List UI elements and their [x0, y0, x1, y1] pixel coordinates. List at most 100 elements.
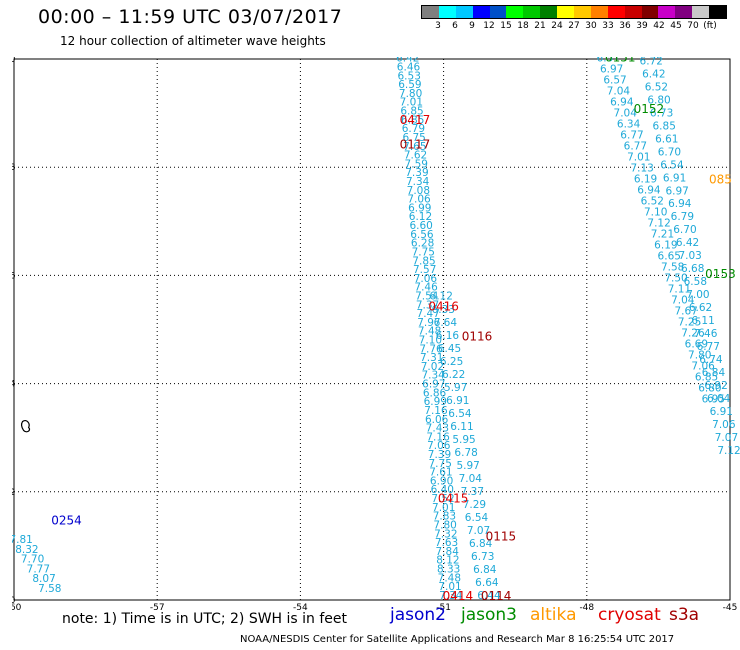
- color-swatch: [489, 6, 507, 18]
- satellite-legend-cryosat: cryosat: [598, 605, 661, 625]
- color-swatch: [590, 6, 608, 18]
- wave-height-value: 7.34: [406, 176, 430, 188]
- pass-id-label: 0116: [462, 329, 493, 343]
- wave-height-value: 7.11: [668, 284, 691, 296]
- color-swatch: [540, 6, 558, 18]
- color-swatch: [607, 6, 625, 18]
- color-swatch: [624, 6, 642, 18]
- wave-height-value: 7.80: [399, 88, 422, 100]
- wave-height-value: 8.12: [436, 555, 459, 567]
- y-tick-label: 14: [12, 380, 16, 390]
- wave-height-value: 6.90: [430, 475, 453, 487]
- wave-height-value: 6.77: [620, 130, 643, 142]
- color-scale-label: 39: [636, 21, 648, 31]
- wave-height-value: 7.37: [461, 486, 484, 498]
- wave-height-value: 7.48: [438, 572, 461, 584]
- wave-height-value: 6.34: [617, 119, 641, 131]
- wave-height-value: 6.64: [434, 317, 458, 329]
- wave-height-value: 7.57: [413, 264, 436, 276]
- wave-height-value: 7.04: [614, 108, 638, 120]
- wave-height-value: 6.12: [430, 291, 453, 303]
- wave-height-value: 6.57: [603, 75, 626, 87]
- wave-height-value: 6.11: [691, 315, 714, 327]
- wave-height-value: 7.16: [424, 405, 448, 417]
- pass-id-label: 0153: [705, 267, 736, 281]
- wave-height-value: 7.02: [421, 361, 444, 373]
- wave-height-value: 6.84: [473, 564, 497, 576]
- wave-height-value: 7.80: [433, 519, 456, 531]
- pass-id-label: 085: [709, 172, 732, 186]
- pass-id-label: 0115: [486, 529, 517, 543]
- x-tick-label: -60: [12, 603, 22, 613]
- footer-note: note: 1) Time is in UTC; 2) SWH is in fe…: [62, 611, 348, 627]
- color-swatch: [438, 6, 456, 18]
- pass-id-label: 0151: [605, 57, 636, 65]
- color-scale-label: 6: [452, 21, 458, 31]
- color-swatch: [506, 6, 524, 18]
- wave-height-value: 7.97: [417, 317, 440, 329]
- wave-height-value: 7.13: [630, 163, 653, 175]
- wave-height-value: 7.54: [415, 290, 439, 302]
- wave-height-value: 6.95: [702, 394, 725, 406]
- wave-height-value: 7.50: [664, 273, 687, 285]
- pass-id-label: 0117: [400, 137, 431, 151]
- wave-height-value: 7.01: [438, 581, 461, 593]
- wave-height-value: 6.54: [448, 408, 472, 420]
- wave-height-value: 6.64: [475, 577, 499, 589]
- wave-height-value: 7.84: [436, 546, 460, 558]
- wave-height-value: 6.70: [658, 146, 681, 158]
- color-swatch: [658, 6, 676, 18]
- wave-height-value: 7.08: [407, 185, 430, 197]
- color-scale-label: 21: [534, 21, 546, 31]
- wave-height-value: 7.81: [12, 534, 33, 546]
- wave-height-value: 6.65: [658, 251, 681, 263]
- wave-height-value: 7.85: [412, 255, 435, 267]
- wave-height-value: 6.85: [400, 106, 423, 118]
- wave-height-value: 7.04: [607, 86, 631, 98]
- wave-height-value: 7.00: [686, 289, 709, 301]
- wave-height-value: 6.77: [624, 141, 647, 153]
- wave-height-value: 6.85: [653, 120, 676, 132]
- wave-height-value: 6.61: [655, 133, 678, 145]
- wave-height-value: 7.12: [717, 445, 740, 457]
- wave-height-value: 6.52: [641, 196, 664, 208]
- wave-height-value: 6.53: [398, 70, 421, 82]
- wave-height-value: 7.32: [434, 528, 457, 540]
- wave-height-value: 7.34: [421, 370, 445, 382]
- wave-height-value: 6.75: [402, 132, 425, 144]
- color-scale-label: 9: [469, 21, 475, 31]
- wave-height-value: 7.39: [405, 167, 428, 179]
- wave-height-value: 7.10: [419, 335, 442, 347]
- wave-height-value: 6.84: [469, 538, 493, 550]
- wave-height-value: 7.59: [405, 158, 428, 170]
- color-scale-label: 70: [687, 21, 699, 31]
- color-scale-label: 30: [585, 21, 597, 31]
- wave-height-value: 7.52: [431, 493, 454, 505]
- wave-height-value: 6.44: [477, 590, 501, 602]
- wave-height-value: 7.39: [428, 449, 451, 461]
- satellite-legend-jason2: jason2: [390, 605, 446, 625]
- wave-height-value: 7.03: [678, 250, 701, 262]
- wave-height-value: 7.75: [412, 246, 435, 258]
- wave-height-value: 6.42: [642, 68, 665, 80]
- wave-height-value: 5.95: [452, 434, 475, 446]
- wave-height-value: 7.06: [427, 440, 451, 452]
- wave-height-value: 6.78: [454, 447, 477, 459]
- wave-height-value: 7.12: [647, 218, 670, 230]
- wave-height-value: 5.97: [456, 460, 479, 472]
- wave-height-value: 6.86: [423, 387, 447, 399]
- wave-height-value: 7.06: [407, 194, 431, 206]
- wave-height-value: 6.97: [422, 379, 445, 391]
- wave-height-value: 6.72: [640, 57, 663, 67]
- wave-height-value: 7.46: [414, 282, 438, 294]
- pass-id-label: 0416: [428, 300, 459, 314]
- wave-height-value: 6.74: [699, 354, 723, 366]
- pass-id-label: 0415: [438, 492, 469, 506]
- wave-height-value: 7.70: [21, 554, 44, 566]
- wave-height-value: 7.37: [416, 299, 439, 311]
- wave-height-value: 6.56: [410, 229, 434, 241]
- color-scale-label: 15: [500, 21, 512, 31]
- color-scale-label: (ft): [703, 21, 717, 31]
- wave-height-value: 6.45: [438, 343, 461, 355]
- chart-title: 00:00 – 11:59 UTC 03/07/2017: [38, 6, 343, 28]
